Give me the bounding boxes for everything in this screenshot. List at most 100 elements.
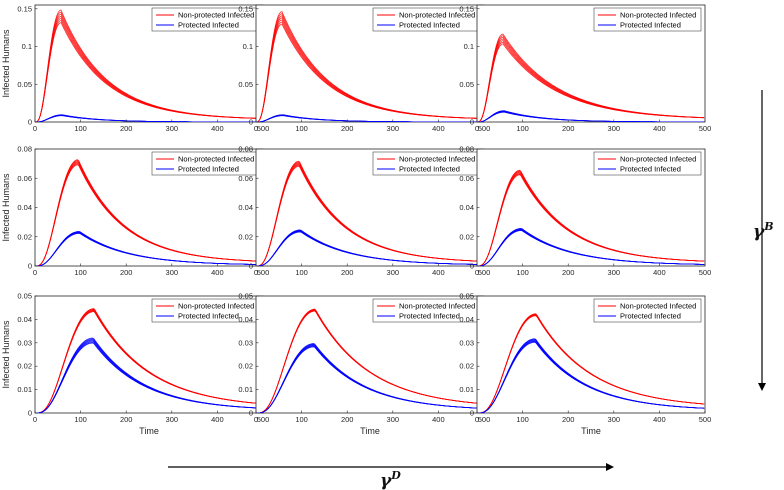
y-tick-label: 0 xyxy=(28,262,32,271)
protected-infected-line-run7 xyxy=(256,229,484,266)
nonprotected-legend-label: Non-protected Infected xyxy=(399,155,475,164)
x-tick-label: 0 xyxy=(475,268,479,277)
series-group xyxy=(256,308,484,413)
y-axis-label: Infected Humans xyxy=(1,29,11,98)
x-tick-label: 0 xyxy=(33,124,37,133)
x-tick-label: 400 xyxy=(653,415,666,424)
protected-infected-line-run7 xyxy=(35,231,263,266)
x-tick-label: 200 xyxy=(341,268,354,277)
nonprotected-infected-line-run7 xyxy=(35,159,263,266)
x-tick-label: 0 xyxy=(254,268,258,277)
x-tick-label: 100 xyxy=(295,124,308,133)
y-tick-label: 0.06 xyxy=(238,174,253,183)
nonprotected-legend-label: Non-protected Infected xyxy=(178,11,254,20)
subplot-r3c2: 0 100 200 300 400 50000.010.020.030.040.05Tim… xyxy=(238,292,490,437)
x-tick-label: 100 xyxy=(74,124,87,133)
x-tick-label: 200 xyxy=(120,124,133,133)
y-tick-label: 0.05 xyxy=(238,292,253,301)
y-tick-label: 0.01 xyxy=(459,385,474,394)
y-tick-label: 0.08 xyxy=(17,145,32,154)
x-tick-label: 400 xyxy=(432,124,445,133)
protected-legend-label: Protected Infected xyxy=(178,312,239,321)
y-tick-label: 0 xyxy=(28,409,32,418)
gamma-d-superscript: D xyxy=(390,469,401,482)
protected-infected-line-run7 xyxy=(256,343,484,413)
x-tick-label: 0 xyxy=(254,415,258,424)
svg-text:γD: γD xyxy=(380,469,401,490)
x-tick-label: 400 xyxy=(653,268,666,277)
x-tick-label: 500 xyxy=(699,415,712,424)
protected-infected-line-run7 xyxy=(256,114,484,122)
y-tick-label: 0.02 xyxy=(459,362,474,371)
x-tick-label: 100 xyxy=(295,415,308,424)
nonprotected-legend-label: Non-protected Infected xyxy=(178,302,254,311)
y-axis-label: Infected Humans xyxy=(1,320,11,389)
y-tick-label: 0 xyxy=(249,118,253,127)
x-tick-label: 300 xyxy=(608,415,621,424)
protected-infected-line-run7 xyxy=(477,338,705,413)
x-tick-label: 200 xyxy=(562,124,575,133)
legend-box xyxy=(593,7,702,32)
protected-infected-line-run7 xyxy=(477,110,705,122)
x-tick-label: 400 xyxy=(211,415,224,424)
y-tick-label: 0.03 xyxy=(238,338,253,347)
protected-legend-label: Protected Infected xyxy=(399,165,460,174)
x-tick-label: 100 xyxy=(74,415,87,424)
nonprotected-infected-line-run7 xyxy=(477,169,705,266)
x-tick-label: 0 xyxy=(33,415,37,424)
nonprotected-legend-label: Non-protected Infected xyxy=(620,302,696,311)
y-tick-label: 0.1 xyxy=(464,42,474,51)
series-group xyxy=(35,308,263,413)
nonprotected-legend-label: Non-protected Infected xyxy=(620,155,696,164)
gamma-b-symbol: γ xyxy=(753,222,765,242)
y-tick-label: 0.04 xyxy=(459,203,474,212)
y-tick-label: 0.05 xyxy=(238,80,253,89)
y-tick-label: 0.03 xyxy=(17,338,32,347)
series-group xyxy=(477,313,705,413)
y-tick-label: 0.15 xyxy=(238,4,253,13)
x-tick-label: 500 xyxy=(478,415,491,424)
x-tick-label: 500 xyxy=(257,268,270,277)
subplot-r2c1: 0 100 200 300 400 50000.020.040.060.08Infecte… xyxy=(1,145,269,278)
y-tick-label: 0.05 xyxy=(459,292,474,301)
x-tick-label: 400 xyxy=(211,268,224,277)
gamma-d-symbol: γ xyxy=(380,471,392,490)
nonprotected-legend-label: Non-protected Infected xyxy=(399,302,475,311)
x-tick-label: 0 xyxy=(475,124,479,133)
y-tick-label: 0.04 xyxy=(459,315,474,324)
y-tick-label: 0.1 xyxy=(243,42,253,51)
gamma-d-annotation: γD xyxy=(168,463,614,490)
x-tick-label: 300 xyxy=(387,415,400,424)
nonprotected-legend-label: Non-protected Infected xyxy=(620,11,696,20)
subplot-r2c3: 0 100 200 300 400 50000.020.040.060.08Non-pro… xyxy=(459,145,711,278)
y-tick-label: 0.15 xyxy=(17,4,32,13)
gamma-b-superscript: B xyxy=(763,220,773,233)
x-axis-label: Time xyxy=(360,426,380,436)
protected-legend-label: Protected Infected xyxy=(178,21,239,30)
nonprotected-infected-line-run7 xyxy=(256,308,484,413)
y-tick-label: 0.02 xyxy=(238,362,253,371)
protected-infected-line-run7 xyxy=(35,337,263,413)
y-tick-label: 0.08 xyxy=(459,145,474,154)
y-tick-label: 0.02 xyxy=(17,362,32,371)
protected-legend-label: Protected Infected xyxy=(178,165,239,174)
subplot-r3c3: 0 100 200 300 400 50000.010.020.030.040.05Tim… xyxy=(459,292,711,437)
series-group xyxy=(35,9,263,122)
series-group xyxy=(477,169,705,266)
x-tick-label: 200 xyxy=(341,415,354,424)
x-tick-label: 100 xyxy=(516,268,529,277)
nonprotected-infected-line-run7 xyxy=(477,33,705,122)
x-tick-label: 100 xyxy=(74,268,87,277)
y-tick-label: 0.05 xyxy=(17,80,32,89)
y-tick-label: 0.06 xyxy=(459,174,474,183)
y-tick-label: 0 xyxy=(470,262,474,271)
y-tick-label: 0.02 xyxy=(459,232,474,241)
x-tick-label: 500 xyxy=(257,124,270,133)
nonprotected-infected-line-run7 xyxy=(35,9,263,122)
subplot-r1c2: 0 100 200 300 400 50000.050.10.15Non-protecte… xyxy=(238,4,490,133)
